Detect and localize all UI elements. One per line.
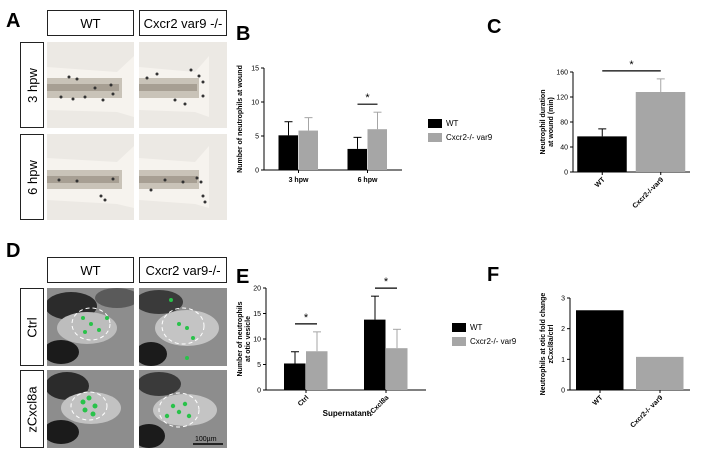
micrograph-wt-3hpw — [47, 42, 134, 128]
chart-b-bar-0-0 — [278, 135, 298, 170]
chart-c-xtick-label-1: Cxcr2-/-var9 — [632, 176, 666, 210]
chart-c: 0 40 80 120 160 Neutrophil duration at wound (… — [540, 56, 700, 226]
panel-d-col-header-wt: WT — [47, 257, 134, 283]
chart-e-ytick-label-3: 15 — [253, 311, 261, 318]
chart-e-sig-star-0: * — [304, 312, 309, 324]
chart-e-ylabel-1: at otic vesicle — [245, 316, 252, 362]
chart-b-ytick-label-1: 5 — [255, 134, 259, 141]
legend-b-swatch-ko — [428, 132, 442, 142]
chart-e-ylabel-0: Number of neutrophils — [237, 301, 244, 376]
panel-a-col-header-wt: WT — [47, 10, 134, 36]
panel-label-f: F — [487, 264, 500, 286]
legend-e: WT Cxcr2-/- var9 — [452, 320, 516, 348]
legend-e-swatch-ko — [452, 336, 466, 346]
chart-e-ytick-label-4: 20 — [253, 286, 261, 293]
legend-b-item-wt: WT — [428, 116, 492, 130]
chart-f-ytick-label-0: 0 — [561, 388, 565, 395]
chart-e-bar-0-0 — [284, 363, 306, 390]
chart-b-bar-1-0 — [347, 148, 367, 170]
chart-f-xtick-label-1: Cxcr2-/- var9 — [629, 394, 664, 429]
chart-b-sig-star-0: * — [365, 92, 370, 104]
chart-b-bar-1-1 — [367, 129, 387, 170]
chart-f-svg: 0 1 2 3 Neutrophils at otic fold change zCxcl… — [540, 293, 690, 429]
panel-label-a: A — [6, 10, 21, 32]
chart-f-ytick-label-2: 2 — [561, 326, 565, 333]
panel-a-row-header-3hpw: 3 hpw — [20, 42, 44, 128]
chart-c-ylabel-1: at wound (min) — [548, 97, 555, 147]
fluorescence-ko-zcxcl8a — [139, 370, 227, 448]
chart-b-ytick-label-3: 15 — [251, 66, 259, 73]
chart-e-sig-star-1: * — [384, 276, 389, 288]
chart-e-ytick-label-0: 0 — [257, 388, 261, 395]
chart-b-svg: 0 5 10 15 Number of neutrophils at wound 3 hp… — [237, 65, 402, 184]
legend-e-item-ko: Cxcr2-/- var9 — [452, 334, 516, 348]
fluorescence-wt-zcxcl8a — [47, 370, 134, 448]
chart-e-xtick-label-0: Ctrl — [297, 394, 311, 408]
legend-b-item-ko: Cxcr2-/- var9 — [428, 130, 492, 144]
chart-e-bar-0-1 — [306, 351, 328, 390]
panel-d-col-header-ko: Cxcr2 var9-/- — [139, 257, 227, 283]
chart-b: 0 5 10 15 Number of neutrophils at wound 3 hp… — [232, 56, 412, 196]
chart-b-bar-0-1 — [298, 130, 318, 170]
chart-f-bar-1-0 — [636, 356, 684, 390]
chart-c-ytick-label-1: 40 — [560, 145, 568, 152]
scale-bar-label: 100µm — [195, 436, 217, 443]
panel-label-b: B — [236, 23, 251, 45]
chart-e-xlabel: Supernatant — [323, 409, 370, 418]
chart-c-ytick-label-0: 0 — [564, 170, 568, 177]
chart-b-ylabel-0: Number of neutrophils at wound — [237, 65, 244, 173]
micrograph-wt-6hpw — [47, 134, 134, 220]
chart-b-xtick-label-0: 3 hpw — [289, 177, 309, 184]
legend-b-swatch-wt — [428, 118, 442, 128]
chart-e-bar-1-1 — [386, 348, 408, 390]
chart-e: 0 5 10 15 20 Number of neutrophils at otic ves… — [232, 276, 442, 442]
chart-e-xtick-label-1: zCxcl8a — [367, 394, 390, 417]
chart-b-ytick-label-2: 10 — [251, 100, 259, 107]
chart-c-xtick-label-0: WT — [594, 176, 607, 189]
chart-c-bar-1-0 — [635, 92, 686, 172]
chart-b-xtick-label-1: 6 hpw — [358, 177, 378, 184]
chart-f-ylabel-1: zCxcl8a/ctrl — [548, 324, 555, 363]
chart-f-bar-0-0 — [576, 310, 624, 390]
chart-f-ytick-label-1: 1 — [561, 357, 565, 364]
chart-f-xtick-label-0: WT — [592, 394, 605, 407]
chart-f-ytick-label-3: 3 — [561, 296, 565, 303]
chart-f: 0 1 2 3 Neutrophils at otic fold change zCxcl… — [540, 282, 700, 452]
panel-label-e: E — [236, 266, 250, 288]
chart-e-ytick-label-1: 5 — [257, 362, 261, 369]
chart-c-sig-star-0: * — [629, 59, 634, 71]
panel-a-row-header-6hpw: 6 hpw — [20, 134, 44, 220]
fluorescence-wt-ctrl — [47, 288, 134, 366]
chart-c-ytick-label-3: 120 — [556, 95, 568, 102]
panel-label-c: C — [487, 16, 502, 38]
chart-c-bar-0-0 — [577, 136, 627, 172]
panel-a-col-header-ko: Cxcr2 var9 -/- — [139, 10, 227, 36]
chart-c-svg: 0 40 80 120 160 Neutrophil duration at wound (… — [540, 59, 690, 210]
micrograph-ko-6hpw — [139, 134, 227, 220]
legend-b: WT Cxcr2-/- var9 — [428, 116, 492, 144]
chart-c-ytick-label-4: 160 — [556, 70, 568, 77]
legend-e-swatch-wt — [452, 322, 466, 332]
chart-e-ytick-label-2: 10 — [253, 337, 261, 344]
fluorescence-ko-ctrl — [139, 288, 227, 366]
legend-e-item-wt: WT — [452, 320, 516, 334]
micrograph-ko-3hpw — [139, 42, 227, 128]
chart-f-ylabel-0: Neutrophils at otic fold change — [540, 293, 547, 396]
chart-c-ytick-label-2: 80 — [560, 120, 568, 127]
panel-label-d: D — [6, 240, 21, 262]
chart-e-bar-1-0 — [364, 319, 386, 390]
chart-b-ytick-label-0: 0 — [255, 168, 259, 175]
panel-d-row-header-zcxcl8a: zCxcl8a — [20, 370, 44, 448]
chart-c-ylabel-0: Neutrophil duration — [540, 90, 547, 155]
panel-d-row-header-ctrl: Ctrl — [20, 288, 44, 366]
chart-e-svg: 0 5 10 15 20 Number of neutrophils at otic ves… — [237, 276, 426, 418]
